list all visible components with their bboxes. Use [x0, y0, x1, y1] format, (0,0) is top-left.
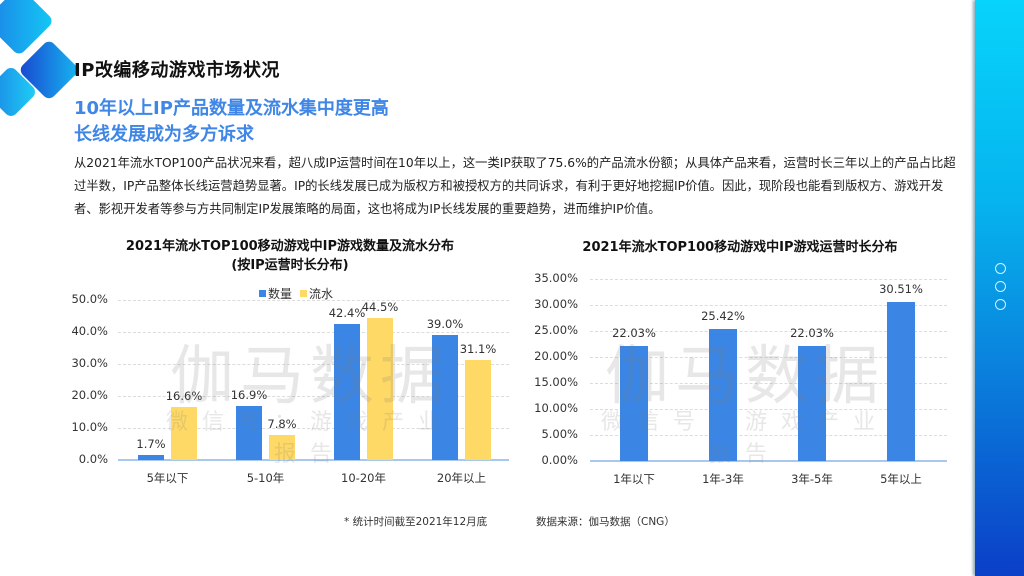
legend-item-revenue: 流水 [300, 285, 333, 302]
x-axis-line [590, 460, 947, 462]
circle-icon [995, 263, 1006, 274]
data-label: 25.42% [701, 308, 745, 323]
body-paragraph: 从2021年流水TOP100产品状况来看，超八成IP运营时间在10年以上，这一类… [74, 156, 956, 216]
data-label: 31.1% [459, 342, 497, 357]
bar-count [432, 335, 458, 460]
bar-count [334, 324, 360, 460]
chart-title-left-sub: (按IP运营时长分布) [231, 258, 349, 273]
gridline [590, 331, 947, 332]
y-tick-label: 10.00% [534, 401, 578, 415]
y-tick-label: 35.00% [534, 271, 578, 285]
bar-revenue [171, 406, 197, 460]
chart-title-right: 2021年流水TOP100移动游戏中IP游戏运营时长分布 [582, 240, 898, 255]
y-tick-label: 50.0% [71, 292, 108, 306]
legend-swatch-blue-icon [259, 290, 266, 297]
y-tick-label: 20.0% [71, 388, 108, 402]
circle-icon [995, 281, 1006, 292]
watermark-main: 伽马数据 [170, 340, 450, 414]
bar-count [138, 454, 164, 460]
y-tick-label: 10.0% [71, 420, 108, 434]
gridline [590, 409, 947, 410]
bar-duration [798, 346, 826, 461]
x-tick-label: 5年以上 [880, 472, 922, 486]
x-tick-label: 1年以下 [613, 472, 655, 486]
gridline [590, 435, 947, 436]
gridline [590, 357, 947, 358]
y-tick-label: 0.0% [78, 452, 108, 466]
footnote-date: * 统计时间截至2021年12月底 [344, 516, 488, 528]
y-tick-label: 25.00% [534, 323, 578, 337]
legend-item-count: 数量 [259, 285, 292, 302]
circle-icon [995, 299, 1006, 310]
bar-duration [887, 302, 915, 461]
chart-title-left-main: 2021年流水TOP100移动游戏中IP游戏数量及流水分布 [125, 239, 455, 254]
gridline [590, 383, 947, 384]
bar-duration [620, 346, 648, 461]
subtitle-line-1: 10年以上IP产品数量及流水集中度更高 [74, 98, 389, 119]
data-label: 7.8% [267, 417, 297, 432]
gridline [118, 300, 509, 301]
x-tick-label: 5-10年 [246, 471, 285, 485]
legend-label: 流水 [309, 287, 334, 301]
y-tick-label: 20.00% [534, 349, 578, 363]
x-tick-label: 20年以上 [436, 471, 487, 485]
x-axis-line [118, 459, 509, 461]
gridline [118, 364, 509, 365]
data-label: 39.0% [426, 317, 464, 332]
y-tick-label: 5.00% [541, 427, 578, 441]
data-label: 30.51% [879, 282, 923, 297]
x-tick-label: 5年以下 [146, 471, 189, 485]
gridline [118, 428, 509, 429]
y-tick-label: 30.0% [71, 356, 108, 370]
data-label: 1.7% [136, 436, 166, 451]
x-tick-label: 10-20年 [341, 471, 386, 485]
gridline [590, 305, 947, 306]
y-tick-label: 0.00% [541, 453, 578, 467]
x-tick-label: 1年-3年 [702, 472, 744, 486]
data-label: 22.03% [790, 326, 834, 341]
subtitle-line-2: 长线发展成为多方诉求 [74, 124, 254, 145]
data-label: 16.9% [230, 387, 268, 402]
y-tick-label: 40.0% [71, 324, 108, 338]
bar-revenue [269, 435, 295, 460]
logo-diamonds [0, 0, 81, 130]
gridline [118, 332, 509, 333]
bar-revenue [367, 317, 393, 460]
page-title: IP改编移动游戏市场状况 [74, 60, 280, 81]
y-tick-label: 30.00% [534, 297, 578, 311]
bar-count [236, 405, 262, 460]
decorative-sidebar [975, 0, 1024, 576]
y-tick-label: 15.00% [534, 375, 578, 389]
data-label: 42.4% [328, 306, 366, 321]
gridline [590, 279, 947, 280]
legend-label: 数量 [268, 287, 293, 301]
bar-duration [709, 328, 737, 461]
data-label: 22.03% [612, 326, 656, 341]
chart-title-left: 2021年流水TOP100移动游戏中IP游戏数量及流水分布 (按IP运营时长分布… [90, 237, 490, 275]
data-label: 44.5% [361, 299, 399, 314]
gridline [118, 396, 509, 397]
page-subtitle: 10年以上IP产品数量及流水集中度更高 长线发展成为多方诉求 [74, 96, 389, 148]
x-tick-label: 3年-5年 [791, 472, 833, 486]
legend-swatch-yellow-icon [300, 290, 308, 297]
data-label: 16.6% [165, 388, 203, 403]
bar-revenue [465, 360, 491, 460]
data-source: 数据来源：伽马数据（CNG） [536, 516, 675, 528]
chart-legend: 数量 流水 [259, 285, 341, 302]
